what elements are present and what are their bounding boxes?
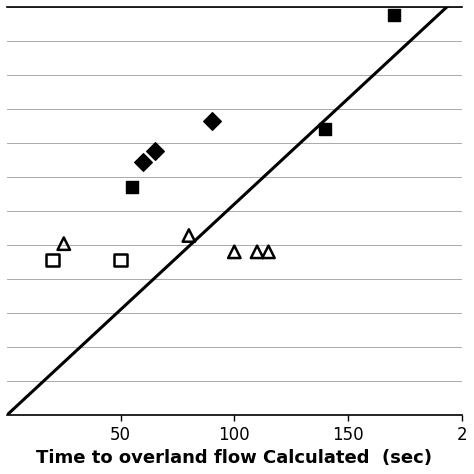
Point bbox=[151, 147, 158, 155]
Point bbox=[128, 183, 136, 191]
Point bbox=[49, 256, 56, 264]
Point bbox=[321, 126, 329, 133]
Point bbox=[253, 248, 261, 255]
Point bbox=[185, 232, 192, 239]
Point bbox=[60, 240, 68, 247]
Point bbox=[264, 248, 272, 255]
Point bbox=[139, 158, 147, 166]
X-axis label: Time to overland flow Calculated  (sec): Time to overland flow Calculated (sec) bbox=[36, 449, 432, 467]
Point bbox=[117, 256, 125, 264]
Point bbox=[208, 118, 215, 125]
Point bbox=[390, 11, 397, 19]
Point bbox=[230, 248, 238, 255]
